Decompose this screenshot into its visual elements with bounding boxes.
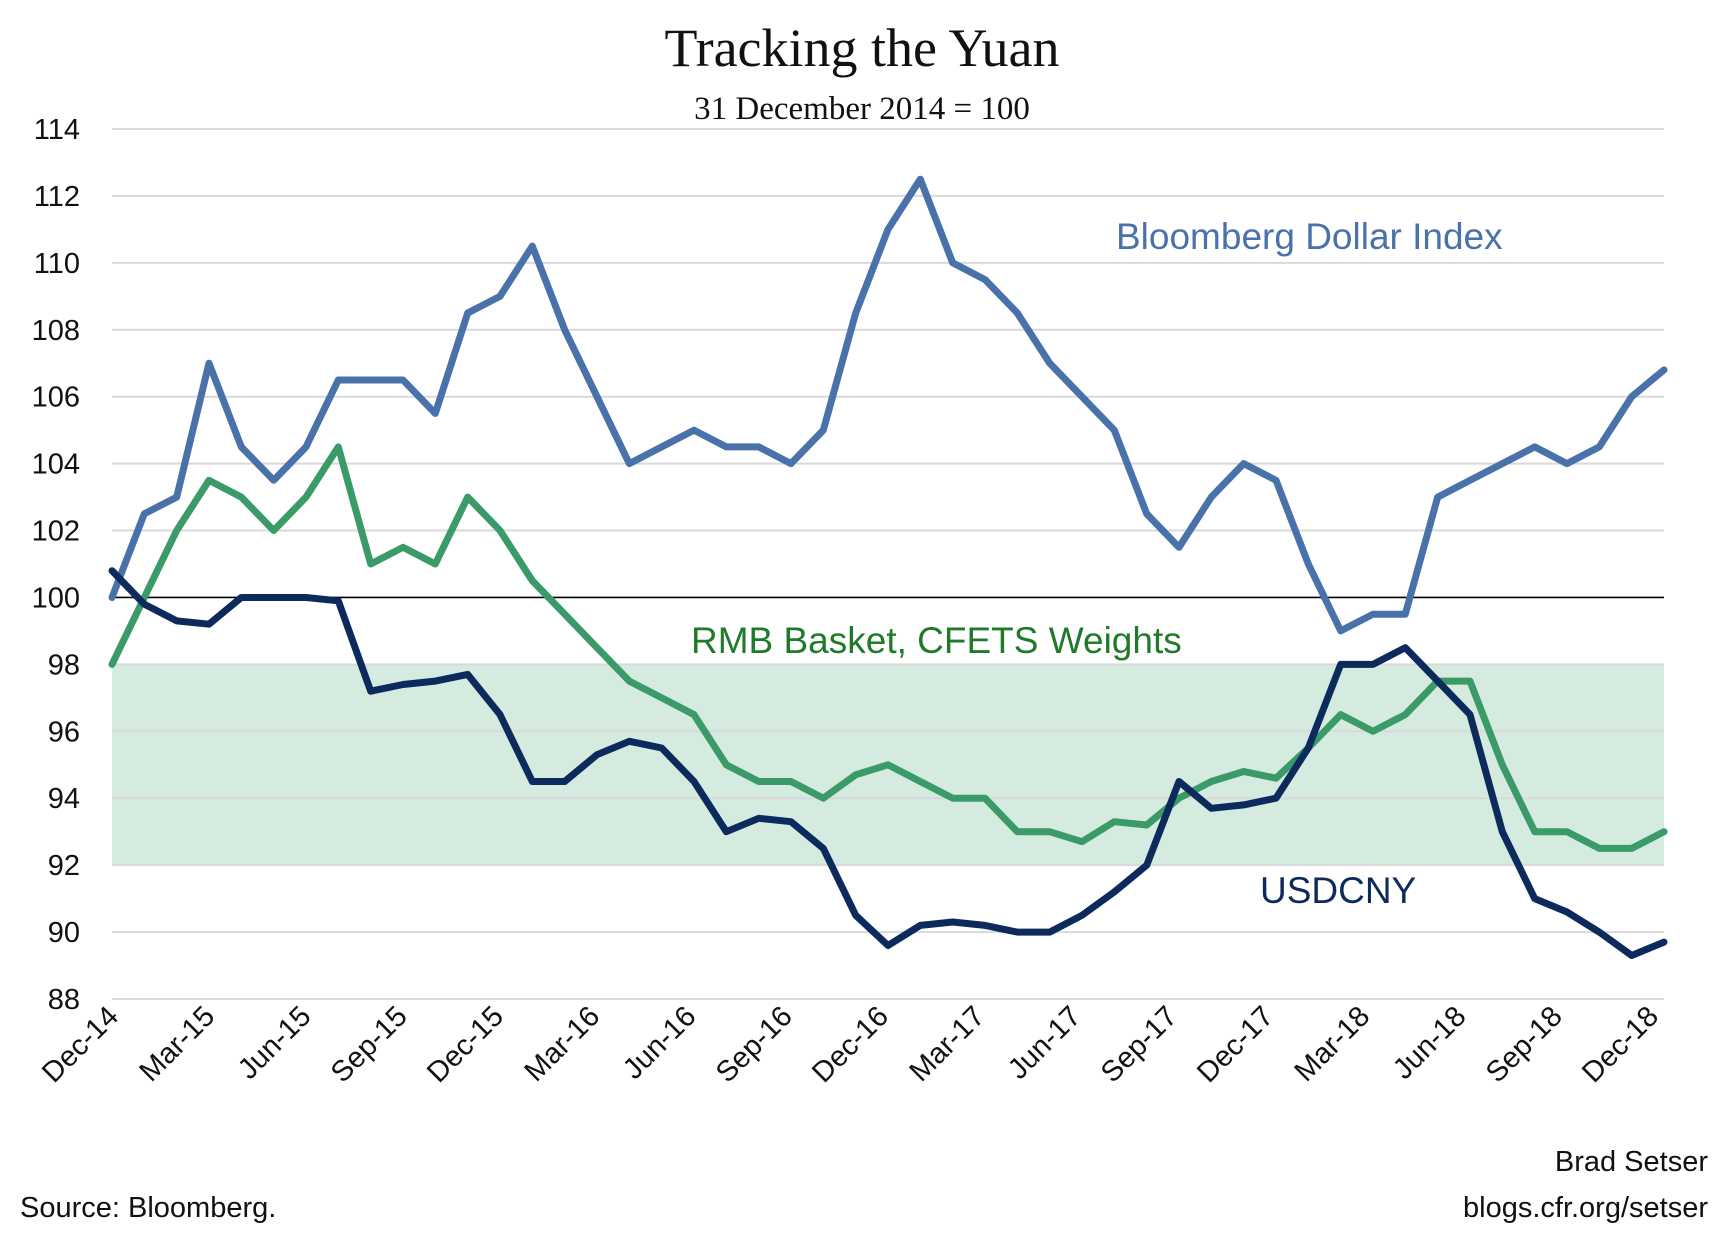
author-credit: Brad Setser <box>1555 1146 1708 1178</box>
x-tick-label: Sep-15 <box>325 1000 414 1089</box>
y-tick-label: 98 <box>48 649 80 681</box>
x-tick-label: Mar-17 <box>904 1000 992 1088</box>
series-label: USDCNY <box>1260 870 1416 911</box>
chart-subtitle: 31 December 2014 = 100 <box>694 91 1030 127</box>
x-tick-label: Dec-16 <box>806 1000 895 1089</box>
series-line-bloomberg-dollar-index <box>108 175 1668 635</box>
x-tick-label: Sep-16 <box>710 1000 799 1089</box>
y-tick-label: 106 <box>32 382 80 414</box>
y-tick-label: 112 <box>34 181 80 213</box>
series-label: RMB Basket, CFETS Weights <box>691 620 1182 661</box>
y-tick-label: 108 <box>32 315 80 347</box>
x-tick-label: Jun-16 <box>617 1000 702 1085</box>
source-note: Source: Bloomberg. <box>20 1192 276 1224</box>
x-tick-label: Jun-15 <box>232 1000 317 1085</box>
y-tick-label: 114 <box>34 114 80 146</box>
y-tick-label: 88 <box>48 984 80 1016</box>
x-tick-label: Mar-18 <box>1289 1000 1377 1088</box>
series-labels: Bloomberg Dollar Index RMB Basket, CFETS … <box>691 216 1503 911</box>
x-axis: Dec-14 Mar-15 Jun-15 Sep-15 Dec-15 Mar-16 Jun-… <box>36 1000 1665 1089</box>
series-lines <box>108 175 1668 959</box>
x-tick-label: Jun-17 <box>1002 1000 1087 1085</box>
y-tick-label: 104 <box>32 449 80 481</box>
y-tick-label: 102 <box>32 516 80 548</box>
x-tick-label: Mar-16 <box>519 1000 607 1088</box>
x-tick-label: Dec-18 <box>1576 1000 1665 1089</box>
chart-title: Tracking the Yuan <box>665 18 1060 78</box>
series-line-usdcny <box>108 567 1668 959</box>
x-tick-label: Dec-17 <box>1191 1000 1280 1089</box>
y-tick-label: 90 <box>48 917 80 949</box>
author-url: blogs.cfr.org/setser <box>1463 1192 1708 1224</box>
x-tick-label: Mar-15 <box>134 1000 222 1088</box>
series-label: Bloomberg Dollar Index <box>1116 216 1503 257</box>
y-tick-label: 94 <box>48 783 80 815</box>
y-tick-label: 92 <box>48 850 80 882</box>
gridlines <box>112 128 1664 1000</box>
x-tick-label: Dec-15 <box>421 1000 510 1089</box>
y-axis: 88 90 92 94 96 98 100 102 104 106 108 110 112 114 <box>32 114 80 1016</box>
x-tick-label: Jun-18 <box>1387 1000 1472 1085</box>
x-tick-label: Sep-17 <box>1095 1000 1184 1089</box>
y-tick-label: 96 <box>48 716 80 748</box>
y-tick-label: 110 <box>34 248 80 280</box>
series-line-rmb-basket-cfets-weights <box>108 443 1668 852</box>
x-tick-label: Sep-18 <box>1480 1000 1569 1089</box>
y-tick-label: 100 <box>32 582 80 614</box>
